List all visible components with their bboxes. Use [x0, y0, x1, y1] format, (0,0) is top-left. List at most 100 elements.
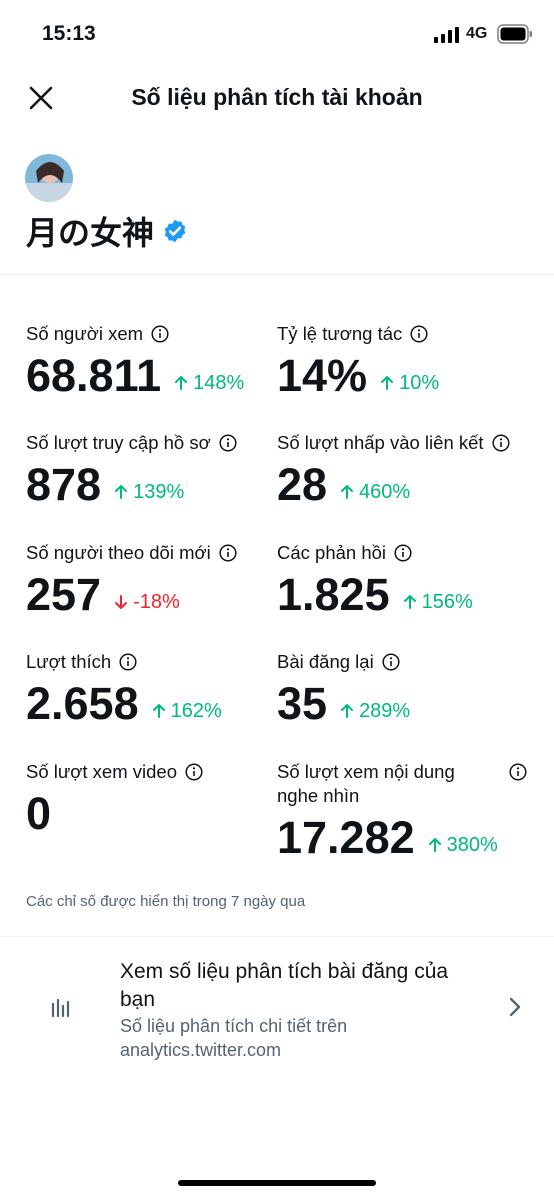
metric: Số người theo dõi mới 257 -18%	[26, 541, 276, 619]
metric: Các phản hồi 1.825 156%	[277, 541, 527, 619]
metric-value: 68.811	[26, 350, 162, 401]
info-icon[interactable]	[219, 434, 237, 452]
metric-label-row: Số lượt xem video	[26, 760, 276, 784]
metric-change-value: 139%	[133, 480, 185, 503]
info-icon[interactable]	[509, 763, 527, 781]
metric-value-row: 17.282 380%	[277, 814, 527, 862]
chevron-icon	[509, 997, 521, 1017]
metric-change: 139%	[113, 481, 184, 504]
metric-label: Số lượt xem nội dung nghe nhìn	[277, 761, 455, 806]
signal-icon	[434, 27, 459, 43]
metric-value-row: 257 -18%	[26, 571, 276, 619]
chart-icon	[51, 998, 70, 1018]
metric-value: 2.658	[26, 678, 139, 729]
info-icon[interactable]	[151, 325, 169, 343]
metric: Số lượt xem nội dung nghe nhìn 17.282 380%	[277, 760, 527, 862]
arrow-up	[403, 595, 416, 609]
metric-value: 878	[26, 459, 102, 510]
metric-value-row: 68.811 148%	[26, 352, 276, 400]
profile-name: 月の女神	[26, 215, 155, 251]
metric: Số lượt truy cập hồ sơ 878 139%	[26, 431, 276, 509]
metric-label-row: Tỷ lệ tương tác	[277, 322, 527, 346]
metric-change-value: 380%	[446, 833, 498, 856]
metric-change: 380%	[427, 834, 498, 857]
metric: Bài đăng lại 35 289%	[277, 650, 527, 728]
arrow-up	[175, 376, 188, 390]
metric: Số lượt nhấp vào liên kết 28 460%	[277, 431, 527, 509]
link-subtitle: Số liệu phân tích chi tiết trên analytic…	[120, 1016, 348, 1060]
metric-label-row: Các phản hồi	[277, 541, 527, 565]
metric-value: 0	[26, 788, 52, 839]
metric-label-row: Bài đăng lại	[277, 650, 527, 674]
metric-change: 289%	[339, 700, 410, 723]
metric-label: Số lượt xem video	[26, 761, 177, 782]
metric-change-value: 148%	[193, 371, 245, 394]
metric: Lượt thích 2.658 162%	[26, 650, 276, 728]
metric-change: 162%	[151, 700, 222, 723]
info-icon[interactable]	[185, 763, 203, 781]
close-button[interactable]	[28, 85, 54, 111]
arrow-up	[341, 704, 354, 718]
status-time: 15:13	[42, 22, 96, 45]
metric-change-value: 460%	[359, 480, 411, 503]
verified-badge	[164, 219, 186, 243]
info-icon[interactable]	[119, 653, 137, 671]
metric-change-value: -18%	[133, 590, 180, 613]
metric-label: Số lượt nhấp vào liên kết	[277, 432, 484, 453]
profile-name-row: 月の女神	[26, 208, 188, 254]
footnote: Các chỉ số được hiển thị trong 7 ngày qu…	[26, 893, 306, 910]
link-title: Xem số liệu phân tích bài đăng của bạn	[120, 960, 449, 1011]
metric: Số người xem 68.811 148%	[26, 322, 276, 400]
metric-label: Số lượt truy cập hồ sơ	[26, 432, 211, 453]
metric-value: 17.282	[277, 812, 415, 863]
metric-value: 257	[26, 569, 102, 620]
metric-change-value: 162%	[170, 699, 222, 722]
metric-change-value: 156%	[421, 590, 473, 613]
metric-value-row: 35 289%	[277, 680, 527, 728]
arrow-up	[115, 485, 128, 499]
post-analytics-link[interactable]: Xem số liệu phân tích bài đăng của bạn S…	[0, 950, 554, 1060]
metric-value-row: 14% 10%	[277, 352, 527, 400]
metric-label: Bài đăng lại	[277, 651, 374, 672]
metric-change-value: 289%	[359, 699, 411, 722]
metric-change: 148%	[173, 372, 244, 395]
metric-value: 28	[277, 459, 328, 510]
metric-label: Tỷ lệ tương tác	[277, 323, 403, 344]
metric-label: Lượt thích	[26, 651, 112, 672]
metric-value: 35	[277, 678, 328, 729]
battery-icon	[497, 24, 532, 44]
arrow-up	[341, 485, 354, 499]
metric-label: Các phản hồi	[277, 542, 387, 563]
metric: Tỷ lệ tương tác 14% 10%	[277, 322, 527, 400]
avatar[interactable]	[24, 153, 74, 203]
arrow-up	[381, 376, 394, 390]
divider	[0, 936, 554, 937]
metric-label-row: Số lượt xem nội dung nghe nhìn	[277, 760, 527, 808]
metric-label-row: Số lượt nhấp vào liên kết	[277, 431, 527, 455]
metric-change: 460%	[339, 481, 410, 504]
metric-value-row: 28 460%	[277, 461, 527, 509]
metric-change: -18%	[113, 591, 180, 614]
metric-label-row: Lượt thích	[26, 650, 276, 674]
metric-value: 14%	[277, 350, 368, 401]
divider	[0, 274, 554, 275]
info-icon[interactable]	[410, 325, 428, 343]
metric-change: 156%	[402, 591, 473, 614]
metric-label-row: Số người theo dõi mới	[26, 541, 276, 565]
metric-value-row: 2.658 162%	[26, 680, 276, 728]
info-icon[interactable]	[382, 653, 400, 671]
metric: Số lượt xem video 0	[26, 760, 276, 838]
arrow-up	[152, 704, 165, 718]
metric-label: Số người xem	[26, 323, 144, 344]
metric-label: Số người theo dõi mới	[26, 542, 211, 563]
info-icon[interactable]	[492, 434, 510, 452]
metric-change-value: 10%	[399, 371, 440, 394]
metric-value-row: 0	[26, 790, 276, 838]
info-icon[interactable]	[394, 544, 412, 562]
metric-value-row: 878 139%	[26, 461, 276, 509]
metric-change: 10%	[379, 372, 439, 395]
info-icon[interactable]	[219, 544, 237, 562]
metric-value: 1.825	[277, 569, 390, 620]
metric-label-row: Số lượt truy cập hồ sơ	[26, 431, 276, 455]
